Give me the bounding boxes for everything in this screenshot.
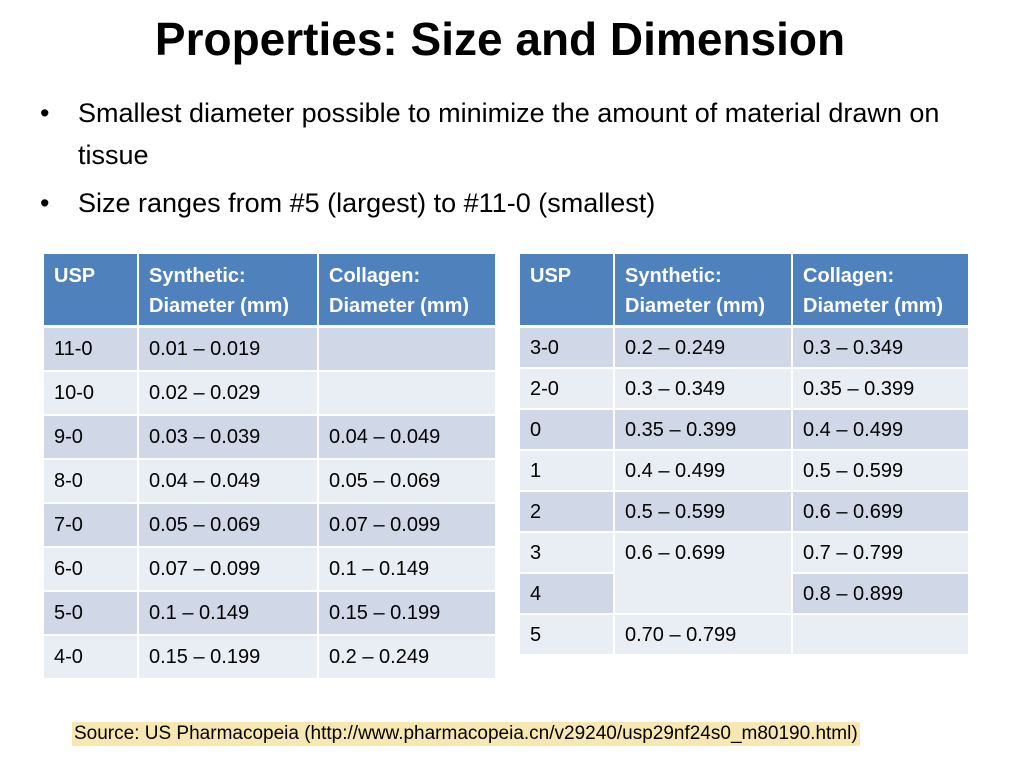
usp-size-table-large: USP Synthetic: Diameter (mm) Collagen: D… xyxy=(520,254,968,656)
synthetic-cell: 0.05 – 0.069 xyxy=(138,503,319,548)
collagen-cell: 0.6 – 0.699 xyxy=(792,491,968,533)
bullet-item: • Size ranges from #5 (largest) to #11-0… xyxy=(40,182,940,224)
table-row: 4 0.8 – 0.899 xyxy=(520,573,968,615)
usp-cell: 3-0 xyxy=(520,326,615,369)
column-header-synthetic: Synthetic: Diameter (mm) xyxy=(138,254,319,328)
collagen-cell: 0.15 – 0.199 xyxy=(318,591,495,636)
collagen-cell xyxy=(318,371,495,416)
synthetic-cell: 0.02 – 0.029 xyxy=(138,371,319,416)
usp-cell: 4 xyxy=(520,573,615,615)
table-header-row: USP Synthetic: Diameter (mm) Collagen: D… xyxy=(520,254,968,328)
usp-cell: 2-0 xyxy=(520,368,615,410)
usp-cell: 9-0 xyxy=(44,415,139,460)
table-row: 0 0.35 – 0.399 0.4 – 0.499 xyxy=(520,409,968,451)
usp-cell: 5-0 xyxy=(44,591,139,636)
column-header-usp: USP xyxy=(520,254,615,328)
collagen-cell xyxy=(318,326,495,372)
collagen-cell: 0.5 – 0.599 xyxy=(792,450,968,492)
table-row: 8-0 0.04 – 0.049 0.05 – 0.069 xyxy=(44,459,495,504)
usp-size-table-small: USP Synthetic: Diameter (mm) Collagen: D… xyxy=(44,254,495,680)
usp-cell: 2 xyxy=(520,491,615,533)
synthetic-cell: 0.15 – 0.199 xyxy=(138,635,319,680)
synthetic-cell: 0.6 – 0.699 xyxy=(614,532,793,615)
collagen-cell: 0.4 – 0.499 xyxy=(792,409,968,451)
collagen-cell: 0.8 – 0.899 xyxy=(792,573,968,615)
table-header-row: USP Synthetic: Diameter (mm) Collagen: D… xyxy=(44,254,495,328)
collagen-cell: 0.05 – 0.069 xyxy=(318,459,495,504)
collagen-cell: 0.3 – 0.349 xyxy=(792,326,968,369)
table-row: 4-0 0.15 – 0.199 0.2 – 0.249 xyxy=(44,635,495,680)
usp-cell: 4-0 xyxy=(44,635,139,680)
table-row: 7-0 0.05 – 0.069 0.07 – 0.099 xyxy=(44,503,495,548)
synthetic-cell: 0.35 – 0.399 xyxy=(614,409,793,451)
table-row: 2 0.5 – 0.599 0.6 – 0.699 xyxy=(520,491,968,533)
table-row: 5 0.70 – 0.799 xyxy=(520,614,968,656)
bullet-dot-icon: • xyxy=(40,98,50,128)
table-row: 1 0.4 – 0.499 0.5 – 0.599 xyxy=(520,450,968,492)
bullet-list: • Smallest diameter possible to minimize… xyxy=(40,92,940,230)
table-row: 3-0 0.2 – 0.249 0.3 – 0.349 xyxy=(520,326,968,369)
table-row: 10-0 0.02 – 0.029 xyxy=(44,371,495,416)
bullet-item: • Smallest diameter possible to minimize… xyxy=(40,92,940,176)
usp-cell: 0 xyxy=(520,409,615,451)
collagen-cell xyxy=(792,614,968,656)
collagen-cell: 0.1 – 0.149 xyxy=(318,547,495,592)
usp-cell: 6-0 xyxy=(44,547,139,592)
collagen-cell: 0.7 – 0.799 xyxy=(792,532,968,574)
column-header-usp: USP xyxy=(44,254,139,328)
synthetic-cell: 0.1 – 0.149 xyxy=(138,591,319,636)
usp-cell: 10-0 xyxy=(44,371,139,416)
table-row: 3 0.6 – 0.699 0.7 – 0.799 xyxy=(520,532,968,615)
synthetic-cell: 0.4 – 0.499 xyxy=(614,450,793,492)
collagen-cell: 0.2 – 0.249 xyxy=(318,635,495,680)
usp-cell: 8-0 xyxy=(44,459,139,504)
table-row: 2-0 0.3 – 0.349 0.35 – 0.399 xyxy=(520,368,968,410)
collagen-cell: 0.04 – 0.049 xyxy=(318,415,495,460)
synthetic-cell: 0.01 – 0.019 xyxy=(138,326,319,372)
bullet-dot-icon: • xyxy=(40,188,50,218)
column-header-collagen: Collagen: Diameter (mm) xyxy=(318,254,495,328)
usp-cell: 1 xyxy=(520,450,615,492)
synthetic-cell: 0.2 – 0.249 xyxy=(614,326,793,369)
column-header-collagen: Collagen: Diameter (mm) xyxy=(792,254,968,328)
table-row: 5-0 0.1 – 0.149 0.15 – 0.199 xyxy=(44,591,495,636)
usp-cell: 11-0 xyxy=(44,326,139,372)
synthetic-cell: 0.04 – 0.049 xyxy=(138,459,319,504)
synthetic-cell: 0.70 – 0.799 xyxy=(614,614,793,656)
table-row: 9-0 0.03 – 0.039 0.04 – 0.049 xyxy=(44,415,495,460)
usp-cell: 3 xyxy=(520,532,615,574)
collagen-cell: 0.35 – 0.399 xyxy=(792,368,968,410)
table-row: 11-0 0.01 – 0.019 xyxy=(44,326,495,372)
column-header-synthetic: Synthetic: Diameter (mm) xyxy=(614,254,793,328)
collagen-cell: 0.07 – 0.099 xyxy=(318,503,495,548)
bullet-text: Smallest diameter possible to minimize t… xyxy=(78,98,940,170)
usp-cell: 5 xyxy=(520,614,615,656)
synthetic-cell: 0.5 – 0.599 xyxy=(614,491,793,533)
usp-cell: 7-0 xyxy=(44,503,139,548)
bullet-text: Size ranges from #5 (largest) to #11-0 (… xyxy=(78,188,656,218)
synthetic-cell: 0.03 – 0.039 xyxy=(138,415,319,460)
synthetic-cell: 0.07 – 0.099 xyxy=(138,547,319,592)
table-row: 6-0 0.07 – 0.099 0.1 – 0.149 xyxy=(44,547,495,592)
synthetic-cell: 0.3 – 0.349 xyxy=(614,368,793,410)
source-citation: Source: US Pharmacopeia (http://www.phar… xyxy=(72,722,860,746)
slide-title: Properties: Size and Dimension xyxy=(154,13,846,65)
